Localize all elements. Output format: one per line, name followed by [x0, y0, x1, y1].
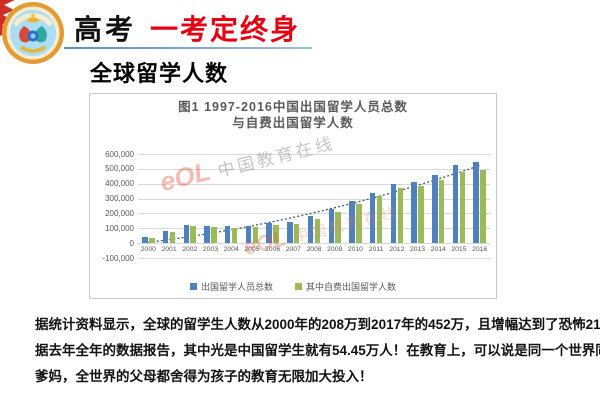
bar-2016-total [473, 162, 479, 244]
y-axis-tick: -100,000 [102, 253, 134, 263]
chart-title-line2: 与自费出国留学人数 [232, 116, 354, 130]
y-axis-tick: 500,000 [105, 164, 134, 174]
bar-2008-self-funded [314, 219, 321, 244]
x-axis-tick: 2011 [368, 246, 384, 254]
x-axis-tick: 2001 [161, 246, 177, 254]
bar-2016-self-funded [480, 170, 486, 244]
x-axis-tick: 2008 [306, 246, 322, 254]
bar-2001-self-funded [169, 231, 176, 244]
watermark-eol: eOL 中国教育在线 [157, 125, 338, 198]
bar-2010-self-funded [356, 203, 362, 244]
body-text-line: 爹妈，全世界的父母都舍得为孩子的教育无限加大投入！ [35, 369, 373, 384]
x-axis-tick: 2012 [389, 246, 405, 254]
bar-2011-self-funded [376, 196, 383, 244]
y-axis-tick: 100,000 [105, 223, 134, 233]
x-axis-tick: 2000 [140, 246, 156, 254]
bar-2003-total [204, 225, 210, 244]
bar-2002-total [183, 224, 190, 244]
legend-label: 出国留学人员总数 [200, 282, 273, 292]
bar-2000-self-funded [149, 238, 155, 244]
bar-2007-self-funded [293, 223, 300, 244]
gridline [138, 154, 490, 155]
bar-2005-self-funded [252, 227, 259, 244]
x-axis-tick: 2015 [451, 246, 467, 254]
x-axis-tick: 2002 [182, 246, 198, 254]
gridline [138, 168, 490, 170]
y-axis-tick: 400,000 [105, 179, 134, 189]
x-axis-tick: 2007 [285, 246, 301, 254]
header-underline [64, 47, 312, 49]
x-axis-tick: 2009 [327, 246, 343, 254]
page-title: 全球留学人数 [90, 61, 229, 86]
bar-2006-total [266, 223, 272, 244]
y-axis-tick: 300,000 [105, 194, 134, 204]
x-axis-tick: 2010 [347, 246, 363, 254]
x-axis-tick: 2004 [223, 246, 239, 254]
legend-swatch [295, 283, 302, 290]
bar-2005-total [245, 225, 252, 244]
bar-2012-self-funded [397, 187, 404, 244]
chart-panel: 图1 1997-2016中国出国留学人员总数 与自费出国留学人数 600,000… [89, 93, 497, 299]
bar-2000-total [142, 237, 148, 244]
watermark-text: 中国教育在线 [215, 133, 337, 182]
chart-title-line1: 图1 1997-2016中国出国留学人员总数 [178, 100, 408, 114]
bar-2004-total [224, 226, 231, 244]
bar-2004-self-funded [231, 227, 238, 244]
x-axis-tick: 2003 [202, 246, 219, 254]
bar-2011-total [369, 192, 376, 244]
body-paragraph: 据统计资料显示，全球的留学生人数从2000年的208万到2017年的452万，且… [35, 312, 600, 390]
bar-2009-self-funded [335, 211, 341, 244]
y-axis-tick: 600,000 [105, 149, 134, 159]
bar-2013-self-funded [418, 186, 424, 244]
body-text-line: 据统计资料显示，全球的留学生人数从2000年的208万到2017年的452万，且… [35, 317, 600, 332]
body-text-line: 据去年全年的数据报告，其中光是中国留学生就有54.45万人！在教育上，可以说是同… [35, 343, 600, 358]
y-axis-tick: 0 [129, 238, 134, 248]
bar-2008-total [307, 216, 314, 244]
bar-2014-total [432, 174, 438, 244]
x-axis-tick: 2005 [244, 246, 260, 254]
chart-legend: 出国留学人员总数 其中自费出国留学人数 [90, 280, 496, 293]
y-axis-tick: 200,000 [105, 208, 134, 218]
eol-logo-mark: eOL [156, 155, 214, 198]
bar-2010-total [349, 200, 355, 244]
bar-2015-total [452, 165, 459, 244]
bar-2012-total [390, 183, 397, 244]
x-axis-tick: 2006 [265, 246, 281, 254]
legend-item: 出国留学人员总数 [189, 280, 273, 293]
header-brand: 高考 [74, 14, 137, 45]
bar-2003-self-funded [211, 226, 217, 244]
x-axis-tick: 2016 [472, 246, 488, 254]
bar-2007-total [287, 221, 293, 244]
legend-label: 其中自费出国留学人数 [306, 282, 397, 292]
legend-swatch [189, 283, 197, 290]
bar-2015-self-funded [459, 171, 466, 244]
bar-2013-total [411, 181, 417, 244]
gridline [138, 258, 490, 259]
header-slogan: 一考定终身 [150, 14, 301, 45]
bar-2001-total [162, 230, 169, 244]
bar-2002-self-funded [190, 225, 196, 244]
chart-title: 图1 1997-2016中国出国留学人员总数 与自费出国留学人数 [90, 99, 496, 131]
x-axis-tick: 2013 [409, 246, 426, 254]
legend-item: 其中自费出国留学人数 [295, 280, 396, 293]
bar-2009-total [328, 209, 334, 244]
bar-2006-self-funded [273, 225, 279, 244]
school-badge-logo [2, 2, 64, 64]
header: 高考 一考定终身 [74, 8, 300, 48]
x-axis-tick: 2014 [430, 246, 446, 254]
gridline [138, 243, 490, 245]
bar-2014-self-funded [438, 180, 445, 244]
